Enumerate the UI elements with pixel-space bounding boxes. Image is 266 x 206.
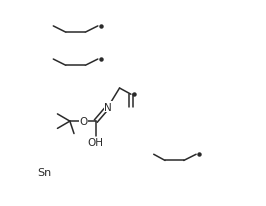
Text: Sn: Sn <box>37 167 52 177</box>
Text: OH: OH <box>88 137 104 147</box>
Text: O: O <box>79 117 88 126</box>
Text: N: N <box>104 102 112 112</box>
